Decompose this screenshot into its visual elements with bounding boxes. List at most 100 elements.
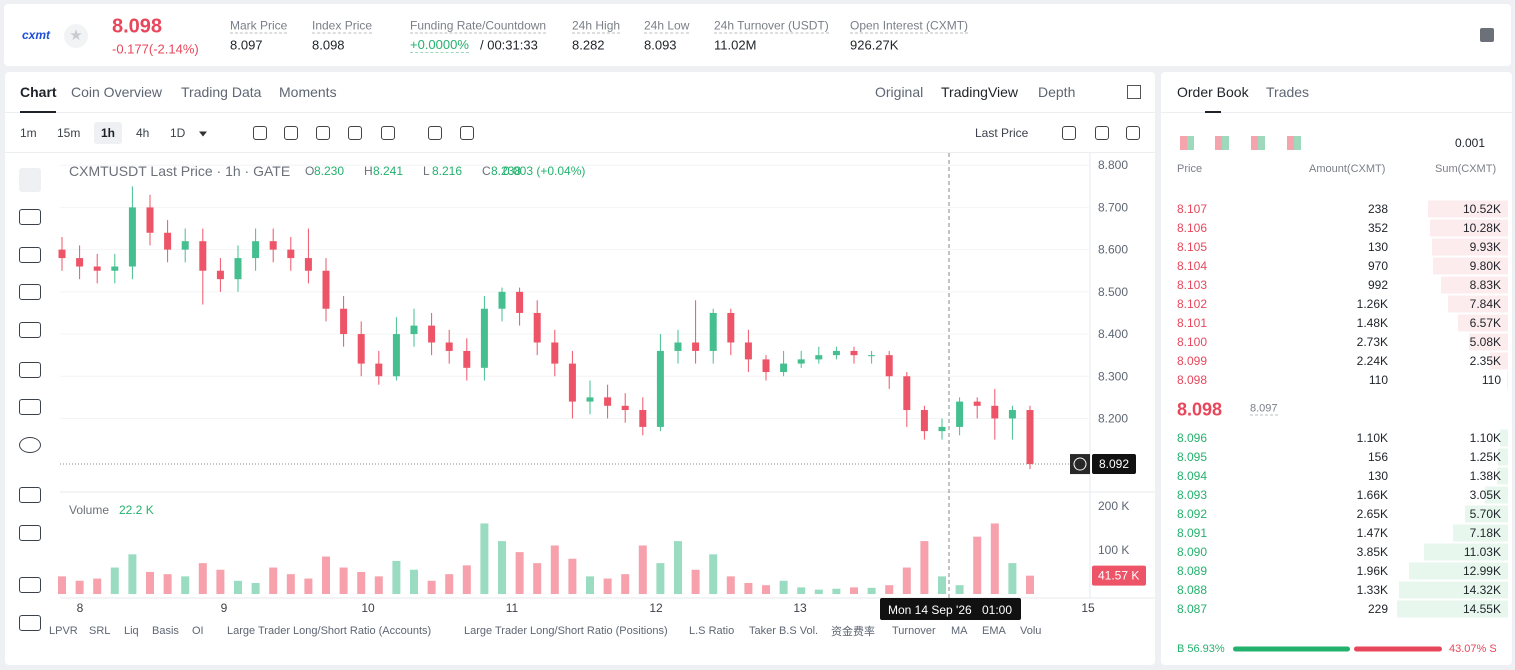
stat-label: 24h Low <box>644 18 690 34</box>
drawing-tool[interactable] <box>19 437 41 453</box>
interval[interactable]: 1h <box>94 122 123 144</box>
ob-price[interactable]: 8.094 <box>1177 469 1208 483</box>
logo: cxmt <box>22 28 51 42</box>
interval[interactable]: 1m <box>20 126 37 140</box>
drawing-tool[interactable] <box>19 399 41 415</box>
volume-bar <box>920 541 929 594</box>
ob-price[interactable]: 8.107 <box>1177 202 1208 216</box>
x-tick-label: 10 <box>361 601 375 615</box>
drawing-tool[interactable] <box>19 209 41 225</box>
ob-price[interactable]: 8.104 <box>1177 259 1208 273</box>
drawing-tool[interactable] <box>19 615 41 631</box>
ob-price[interactable]: 8.098 <box>1177 373 1208 387</box>
indicator-tab[interactable]: Basis <box>152 625 179 637</box>
candle-body <box>146 207 154 233</box>
ob-price[interactable]: 8.099 <box>1177 354 1208 368</box>
indicator-tab[interactable]: OI <box>192 625 204 637</box>
toolbar-icon[interactable] <box>1062 126 1076 140</box>
volume-bar <box>304 578 313 594</box>
ob-price[interactable]: 8.093 <box>1177 488 1208 502</box>
tab[interactable]: Moments <box>279 84 337 100</box>
toolbar-icon[interactable] <box>381 126 395 140</box>
ob-sum: 6.57K <box>1469 316 1501 330</box>
indicator-tab[interactable]: SRL <box>89 625 111 637</box>
precision[interactable]: 0.001 <box>1455 136 1486 150</box>
ob-tab[interactable]: Order Book <box>1177 84 1249 100</box>
settings-icon[interactable] <box>1480 28 1494 42</box>
view-tab[interactable]: Original <box>875 84 924 100</box>
indicator-tab[interactable]: EMA <box>982 625 1006 637</box>
volume-bar <box>867 587 876 594</box>
tab[interactable]: Coin Overview <box>71 84 163 100</box>
toolbar-icon[interactable] <box>460 126 474 140</box>
drawing-tool[interactable] <box>19 247 41 263</box>
indicator-tab[interactable]: Volu <box>1020 625 1042 637</box>
window-icon[interactable] <box>1127 85 1141 99</box>
tab[interactable]: Chart <box>20 84 57 100</box>
candle-body <box>868 355 876 357</box>
indicator-tab[interactable]: Large Trader Long/Short Ratio (Accounts) <box>227 625 432 637</box>
indicator-tab[interactable]: Turnover <box>892 625 936 637</box>
interval[interactable]: 15m <box>57 126 81 140</box>
toolbar-icon[interactable] <box>348 126 362 140</box>
drawing-tool[interactable] <box>19 284 41 300</box>
drawing-tool[interactable] <box>19 362 41 378</box>
indicator-tab[interactable]: Taker B.S Vol. <box>749 625 819 637</box>
ob-price[interactable]: 8.096 <box>1177 431 1208 445</box>
ob-price[interactable]: 8.091 <box>1177 526 1208 540</box>
toolbar-icon[interactable] <box>316 126 330 140</box>
ohlc-key: C <box>482 164 491 178</box>
ob-price[interactable]: 8.101 <box>1177 316 1208 330</box>
drawing-tool[interactable] <box>19 168 41 192</box>
toolbar-icon[interactable] <box>284 126 298 140</box>
candle-body <box>76 258 84 267</box>
ob-sum: 2.35K <box>1469 354 1501 368</box>
tab[interactable]: Trading Data <box>181 84 262 100</box>
indicator-tab[interactable]: Liq <box>124 625 139 637</box>
toolbar-icon[interactable] <box>1095 126 1109 140</box>
candle-body <box>938 426 946 432</box>
layout-toggle[interactable] <box>1180 136 1194 150</box>
ob-price[interactable]: 8.103 <box>1177 278 1208 292</box>
ob-price[interactable]: 8.087 <box>1177 602 1208 616</box>
favorite-star[interactable]: ★ <box>64 24 88 48</box>
toolbar-icon[interactable] <box>253 126 267 140</box>
drawing-tool[interactable] <box>19 487 41 503</box>
ob-price[interactable]: 8.106 <box>1177 221 1208 235</box>
toolbar-icon[interactable] <box>1126 126 1140 140</box>
indicator-tab[interactable]: LPVR <box>49 625 78 637</box>
drawing-tool[interactable] <box>19 322 41 338</box>
candle-body <box>674 342 682 351</box>
drawing-tool[interactable] <box>19 525 41 541</box>
interval[interactable]: 4h <box>136 126 150 140</box>
indicator-tab[interactable]: MA <box>951 625 968 637</box>
volume-bar <box>638 545 647 594</box>
interval-dropdown[interactable] <box>199 131 207 141</box>
ob-tab[interactable]: Trades <box>1266 84 1310 100</box>
ob-price[interactable]: 8.090 <box>1177 545 1208 559</box>
layout-toggle[interactable] <box>1287 136 1301 150</box>
candle-body <box>516 291 524 313</box>
stat-value: 8.282 <box>572 37 605 53</box>
layout-toggle[interactable] <box>1215 136 1229 150</box>
interval[interactable]: 1D <box>170 126 186 140</box>
indicator-tab[interactable]: 资金费率 <box>831 626 875 638</box>
indicator-tab[interactable]: L.S Ratio <box>689 625 735 637</box>
ob-price[interactable]: 8.105 <box>1177 240 1208 254</box>
ob-price[interactable]: 8.102 <box>1177 297 1208 311</box>
view-tab[interactable]: Depth <box>1038 84 1076 100</box>
ob-price[interactable]: 8.100 <box>1177 335 1208 349</box>
drawing-tool[interactable] <box>19 577 41 593</box>
volume-last-label: 41.57 K <box>1098 569 1139 583</box>
indicator-tab[interactable]: Large Trader Long/Short Ratio (Positions… <box>464 625 668 637</box>
ob-price[interactable]: 8.092 <box>1177 507 1208 521</box>
ob-price[interactable]: 8.088 <box>1177 583 1208 597</box>
toolbar-icon[interactable] <box>428 126 442 140</box>
view-tab[interactable]: TradingView <box>941 84 1019 100</box>
ob-price[interactable]: 8.089 <box>1177 564 1208 578</box>
price-type[interactable]: Last Price <box>975 126 1029 140</box>
layout-toggle[interactable] <box>1251 136 1265 150</box>
ob-price[interactable]: 8.095 <box>1177 450 1208 464</box>
candle-body <box>586 397 594 402</box>
